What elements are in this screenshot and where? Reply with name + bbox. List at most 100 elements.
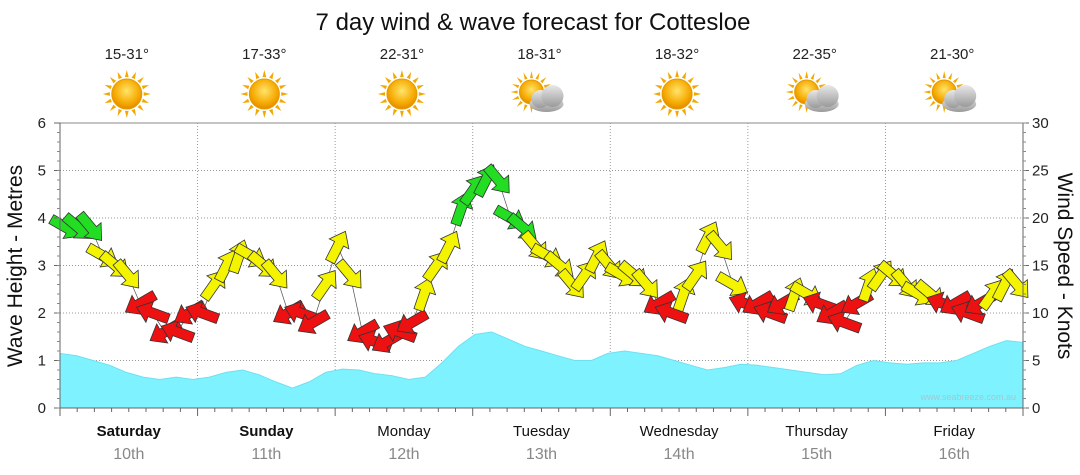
sun-ray — [924, 95, 932, 101]
sun-ray — [141, 98, 149, 104]
left-axis-title: Wave Height - Metres — [4, 165, 27, 367]
sun-ray — [510, 90, 518, 94]
sun-ray — [923, 90, 931, 94]
wind-arrow — [681, 260, 708, 293]
day-name: Saturday — [97, 423, 162, 440]
wind-arrow — [297, 309, 331, 335]
sun-ray — [137, 77, 144, 84]
wind-arrow — [654, 301, 690, 325]
right-axis-title: Wind Speed - Knots — [1053, 173, 1076, 360]
sun-ray — [929, 100, 936, 107]
sun-ray — [416, 84, 425, 90]
sun-ray — [810, 72, 815, 80]
sun-ray — [798, 104, 803, 112]
sun-ray — [262, 110, 267, 118]
sun-ray — [379, 98, 388, 104]
credit-text: www.seabreeze.com.au — [919, 392, 1016, 402]
sun-ray — [687, 77, 695, 84]
sun-ray — [262, 70, 267, 78]
wind-arrow — [827, 310, 863, 334]
sun-ray — [693, 92, 702, 96]
sun-ray — [529, 71, 534, 79]
sun-ray — [247, 77, 254, 84]
wind-arrow — [413, 277, 437, 313]
sun-ray — [654, 84, 663, 90]
day-date: 15th — [801, 446, 832, 463]
plot-area — [48, 122, 1029, 409]
day-name: Monday — [377, 423, 431, 440]
sun-ray — [137, 104, 144, 111]
sun-ray — [936, 104, 941, 112]
sun-rays — [102, 70, 151, 118]
right-tick-label: 10 — [1032, 305, 1049, 322]
day-temperature: 21-30° — [930, 46, 974, 63]
sun-ray — [384, 77, 392, 84]
day-name: Wednesday — [640, 423, 719, 440]
sun-icon — [102, 70, 151, 118]
sun-ray — [516, 77, 523, 84]
sun-ray — [675, 70, 679, 78]
sun-disc — [111, 78, 143, 110]
left-tick-label: 2 — [38, 305, 46, 322]
sun-ray — [406, 108, 412, 117]
sun-ray — [124, 70, 129, 78]
sun-ray — [379, 84, 388, 90]
sun-ray — [681, 71, 687, 80]
sun-ray — [109, 77, 117, 84]
x-axis: Saturday 10th Sunday 11th Monday 12th Tuesday 1… — [59, 407, 1024, 463]
day-temperature: 22-31° — [380, 46, 424, 63]
sun-ray — [535, 72, 540, 80]
sun-ray — [787, 95, 795, 101]
left-tick-label: 3 — [38, 258, 46, 275]
sun-ray — [785, 90, 793, 94]
left-tick-label: 1 — [38, 353, 46, 370]
wind-arrow — [160, 320, 196, 344]
sun-ray — [416, 98, 425, 104]
sun-ray — [936, 72, 941, 80]
day-date: 10th — [113, 446, 144, 463]
sun-ray — [124, 110, 129, 118]
sun-ray — [143, 92, 151, 96]
sun-ray — [667, 71, 673, 80]
sun-ray — [815, 77, 822, 84]
right-tick-label: 20 — [1032, 210, 1049, 227]
left-tick-label: 4 — [38, 210, 46, 227]
sun-ray — [512, 83, 520, 89]
sun-ray — [377, 92, 386, 96]
sun-ray — [691, 98, 700, 104]
left-tick-label: 6 — [38, 115, 46, 132]
sun-ray — [384, 104, 392, 111]
sun-ray — [660, 104, 667, 111]
wind-arrow — [75, 210, 103, 242]
sun-ray — [141, 84, 149, 90]
sun-ray — [242, 84, 250, 90]
sun-rays — [240, 70, 289, 118]
wind-arrow — [631, 267, 658, 299]
day-name: Thursday — [785, 423, 848, 440]
sun-ray — [406, 71, 412, 80]
sun-ray — [818, 83, 827, 89]
sun-ray — [109, 104, 117, 111]
sun-ray — [400, 110, 404, 118]
wind-arrow — [260, 258, 288, 289]
day-date: 16th — [939, 446, 970, 463]
sun-rays — [377, 70, 426, 118]
cloud-shape — [942, 85, 977, 112]
sun-ray — [412, 104, 419, 111]
chart-title: 7 day wind & wave forecast for Cottesloe — [316, 9, 751, 36]
sun-ray — [948, 72, 953, 80]
right-tick-label: 0 — [1032, 400, 1040, 417]
sun-ray — [400, 70, 404, 78]
sun-cloud-icon — [923, 71, 977, 113]
cloud-shape — [804, 85, 839, 112]
sun-ray — [240, 92, 248, 96]
cloud-part — [954, 85, 977, 107]
sun-ray — [131, 71, 136, 80]
sun-icon — [653, 70, 702, 118]
day-date: 12th — [388, 446, 419, 463]
sun-ray — [952, 77, 960, 84]
sun-ray — [104, 98, 112, 104]
wind-arrow — [185, 301, 221, 325]
wind-arrow — [310, 270, 337, 302]
sun-ray — [653, 92, 661, 96]
